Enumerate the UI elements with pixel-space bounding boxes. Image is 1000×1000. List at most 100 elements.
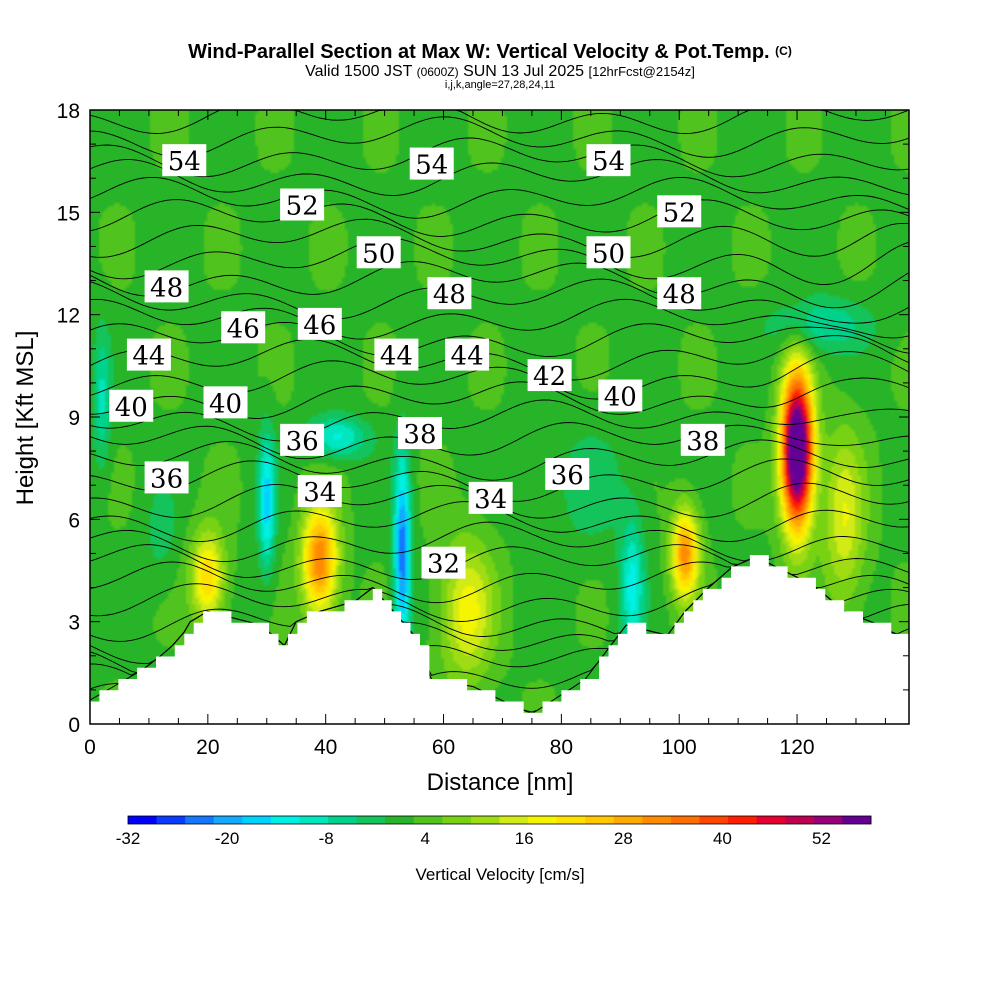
subtitle-forecast: [12hrFcst@2154z] (588, 64, 694, 79)
x-tick-label: 20 (196, 736, 219, 759)
contour-label-text: 44 (132, 342, 165, 372)
x-tick-label: 40 (314, 736, 337, 759)
theta-contour-line (89, 137, 910, 178)
colorbar-swatch (842, 816, 872, 824)
theta-contour-line (89, 261, 910, 309)
contour-label-text: 36 (286, 427, 319, 457)
contour-label-text: 54 (168, 147, 201, 177)
contour-label-text: 46 (303, 311, 336, 341)
contour-label-text: 46 (227, 314, 260, 344)
y-tick-label: 12 (57, 305, 80, 328)
contour-label-text: 40 (115, 393, 148, 423)
chart-title-text: Wind-Parallel Section at Max W: Vertical… (188, 41, 769, 63)
plot-area: 54 54 54 52 52 50 50 48 48 48 46 46 44 44 44 42 40 40 40 38… (89, 109, 910, 725)
contour-label: 40 (203, 386, 248, 419)
colorbar-swatch (556, 816, 586, 824)
contour-label: 44 (374, 338, 419, 372)
theta-contour-line (89, 544, 910, 580)
colorbar-swatch (613, 816, 643, 824)
contour-label: 52 (280, 188, 325, 222)
contour-label-text: 34 (474, 485, 507, 515)
theta-contour-line (89, 335, 910, 381)
contour-label-text: 38 (686, 427, 719, 457)
contour-label-text: 42 (533, 362, 566, 392)
subtitle-date: SUN 13 Jul 2025 (463, 63, 584, 80)
contour-label: 50 (586, 236, 631, 269)
colorbar-swatch (528, 816, 558, 824)
contour-label-text: 36 (150, 464, 183, 494)
contour-label: 34 (468, 481, 513, 515)
colorbar-swatch (670, 816, 700, 824)
y-tick-label: 18 (57, 100, 80, 123)
contour-label: 36 (280, 423, 325, 457)
theta-contour-line (89, 176, 910, 219)
y-tick-label: 6 (68, 509, 80, 532)
colorbar-swatch (728, 816, 758, 824)
colorbar-swatch (499, 816, 529, 824)
y-axis-label: Height [Kft MSL] (12, 331, 39, 506)
colorbar-tick-label: 40 (713, 829, 732, 848)
terrain-mask (90, 555, 909, 724)
theta-contour-line (89, 439, 910, 481)
colorbar-swatch (299, 816, 329, 824)
colorbar-swatch (128, 816, 157, 824)
contour-label-text: 52 (663, 198, 696, 228)
colorbar-tick-label: 4 (420, 829, 429, 848)
subtitle-valid: Valid 1500 JST (305, 63, 413, 80)
contour-label-text: 40 (604, 383, 637, 413)
chart-subtitle-indices: i,j,k,angle=27,28,24,11 (445, 79, 555, 91)
contour-label: 36 (144, 461, 189, 494)
contour-label: 54 (586, 144, 631, 177)
chart-title: Wind-Parallel Section at Max W: Vertical… (188, 41, 792, 63)
colorbar: -32 -20 -8 4 16 28 40 52 (116, 815, 872, 848)
contour-label: 32 (421, 546, 466, 580)
contour-label-text: 54 (415, 151, 448, 181)
contour-label-text: 44 (451, 342, 484, 372)
contour-label-text: 50 (592, 239, 625, 269)
chart-subtitle: Valid 1500 JST (0600Z) SUN 13 Jul 2025 [… (305, 63, 695, 80)
contour-label: 52 (657, 195, 702, 228)
contour-label: 44 (126, 338, 171, 372)
theta-contour-line (89, 159, 910, 196)
x-tick-label: 60 (432, 736, 455, 759)
colorbar-swatch (470, 816, 500, 824)
colorbar-swatch (442, 816, 472, 824)
colorbar-frame (127, 815, 872, 825)
theta-contour-line (89, 116, 910, 158)
colorbar-swatch (242, 816, 272, 824)
contour-label: 40 (598, 379, 643, 413)
y-tick-label: 9 (68, 407, 80, 430)
theta-contour-line (89, 199, 910, 237)
theta-contour-line (89, 237, 910, 285)
contour-label: 54 (162, 144, 207, 177)
colorbar-tick-label: -32 (116, 829, 141, 848)
theta-contour-line (89, 422, 910, 460)
contour-label-text: 52 (286, 192, 319, 222)
contour-label: 54 (409, 147, 454, 181)
colorbar-tick-label: -8 (319, 829, 334, 848)
contour-labels: 54 54 54 52 52 50 50 48 48 48 46 46 44 44 44 42 40 40 40 38… (109, 144, 725, 580)
theta-contour-line (89, 399, 910, 442)
colorbar-swatch (156, 816, 186, 824)
contour-label-text: 36 (551, 461, 584, 491)
contour-label: 38 (680, 423, 725, 457)
contour-label-text: 32 (427, 550, 460, 580)
colorbar-tick-label: 16 (515, 829, 534, 848)
colorbar-swatch (642, 816, 672, 824)
colorbar-label: Vertical Velocity [cm/s] (415, 865, 584, 884)
contour-label: 36 (545, 457, 590, 491)
colorbar-swatch (185, 816, 215, 824)
contour-label-text: 38 (403, 420, 436, 450)
colorbar-swatch (213, 816, 243, 824)
colorbar-swatch (756, 816, 786, 824)
colorbar-tick-label: 52 (812, 829, 831, 848)
theta-contour-line (89, 521, 910, 563)
colorbar-swatch (270, 816, 300, 824)
contour-label: 40 (109, 389, 154, 423)
theta-contour-line (89, 278, 910, 324)
colorbar-swatch (328, 816, 358, 824)
contour-label: 46 (297, 307, 342, 341)
contour-label-text: 48 (150, 273, 183, 303)
